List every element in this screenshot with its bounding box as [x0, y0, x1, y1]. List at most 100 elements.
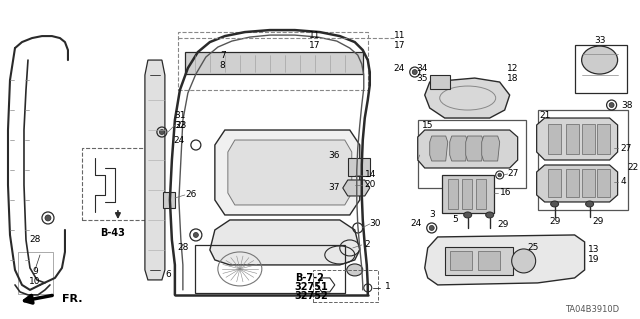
Text: 24: 24: [394, 63, 404, 72]
Polygon shape: [450, 136, 468, 161]
Polygon shape: [425, 78, 509, 118]
Bar: [18, 252, 53, 294]
Text: 34: 34: [417, 63, 428, 72]
Ellipse shape: [412, 70, 417, 75]
Text: 11: 11: [309, 31, 321, 40]
Bar: [178, 32, 368, 90]
Bar: [442, 175, 493, 213]
Text: 24: 24: [410, 219, 422, 228]
Text: 2: 2: [365, 241, 371, 249]
Text: 17: 17: [394, 41, 406, 49]
Polygon shape: [210, 220, 360, 265]
Text: 10: 10: [29, 278, 41, 286]
Bar: [185, 52, 363, 74]
Bar: [82, 148, 147, 220]
Text: 29: 29: [498, 220, 509, 229]
Text: 29: 29: [549, 218, 561, 226]
Bar: [450, 251, 472, 270]
Text: FR.: FR.: [62, 294, 83, 304]
Text: 9: 9: [32, 267, 38, 277]
Bar: [195, 245, 345, 293]
Ellipse shape: [193, 233, 198, 237]
Text: 37: 37: [328, 183, 340, 192]
Text: 4: 4: [621, 177, 626, 187]
Polygon shape: [429, 136, 448, 161]
Bar: [566, 124, 579, 154]
Text: 8: 8: [220, 61, 226, 70]
Text: 13: 13: [588, 245, 599, 255]
Text: 11: 11: [394, 31, 406, 40]
Text: 26: 26: [185, 190, 196, 199]
Bar: [461, 179, 472, 209]
Polygon shape: [145, 60, 165, 280]
Text: 17: 17: [309, 41, 321, 49]
Ellipse shape: [347, 264, 363, 276]
Bar: [582, 169, 595, 197]
Bar: [429, 75, 450, 89]
Text: 23: 23: [175, 121, 186, 130]
Text: 25: 25: [527, 243, 539, 252]
Text: 22: 22: [628, 164, 639, 173]
Text: 5: 5: [452, 215, 458, 225]
Bar: [548, 124, 561, 154]
Text: 6: 6: [165, 271, 171, 279]
Text: 29: 29: [592, 218, 604, 226]
Bar: [163, 192, 175, 208]
Ellipse shape: [464, 212, 472, 218]
Text: 18: 18: [507, 74, 518, 83]
Polygon shape: [537, 118, 618, 160]
Text: 27: 27: [621, 144, 632, 152]
Bar: [448, 179, 458, 209]
Polygon shape: [537, 165, 618, 202]
Polygon shape: [343, 180, 370, 196]
Ellipse shape: [498, 173, 502, 177]
Ellipse shape: [582, 46, 618, 74]
Text: 7: 7: [220, 51, 226, 60]
Polygon shape: [482, 136, 500, 161]
Bar: [313, 270, 378, 302]
Ellipse shape: [45, 215, 51, 221]
Ellipse shape: [486, 212, 493, 218]
Polygon shape: [215, 130, 360, 215]
Text: 32: 32: [174, 121, 186, 130]
Text: 32751: 32751: [295, 282, 328, 292]
Bar: [418, 120, 525, 188]
Ellipse shape: [550, 201, 559, 207]
Text: 38: 38: [621, 100, 633, 109]
Bar: [476, 179, 486, 209]
Text: 1: 1: [385, 282, 390, 292]
Text: 12: 12: [507, 63, 518, 72]
Bar: [548, 169, 561, 197]
Text: 20: 20: [365, 181, 376, 189]
Ellipse shape: [429, 226, 434, 230]
Text: 14: 14: [365, 170, 376, 180]
Bar: [348, 158, 370, 176]
Bar: [566, 169, 579, 197]
Text: B-7-2: B-7-2: [295, 273, 324, 283]
Polygon shape: [466, 136, 484, 161]
Text: 28: 28: [29, 235, 41, 244]
Bar: [538, 110, 628, 210]
Text: 19: 19: [588, 256, 599, 264]
Ellipse shape: [586, 201, 594, 207]
Bar: [596, 169, 610, 197]
Text: 28: 28: [177, 243, 189, 252]
Text: TA04B3910D: TA04B3910D: [566, 305, 620, 315]
Text: 27: 27: [508, 169, 519, 179]
Text: 33: 33: [594, 36, 605, 45]
Text: B-43: B-43: [100, 228, 125, 238]
Polygon shape: [418, 130, 518, 168]
Text: 3: 3: [429, 211, 435, 219]
Ellipse shape: [609, 102, 614, 108]
Text: 16: 16: [500, 189, 511, 197]
Polygon shape: [228, 140, 352, 205]
Text: 30: 30: [370, 219, 381, 228]
Text: 36: 36: [328, 151, 340, 160]
Text: 21: 21: [540, 110, 551, 120]
Bar: [445, 247, 513, 275]
Bar: [582, 124, 595, 154]
Bar: [477, 251, 500, 270]
Bar: [575, 45, 627, 93]
Ellipse shape: [159, 130, 164, 135]
Text: 31: 31: [174, 110, 186, 120]
